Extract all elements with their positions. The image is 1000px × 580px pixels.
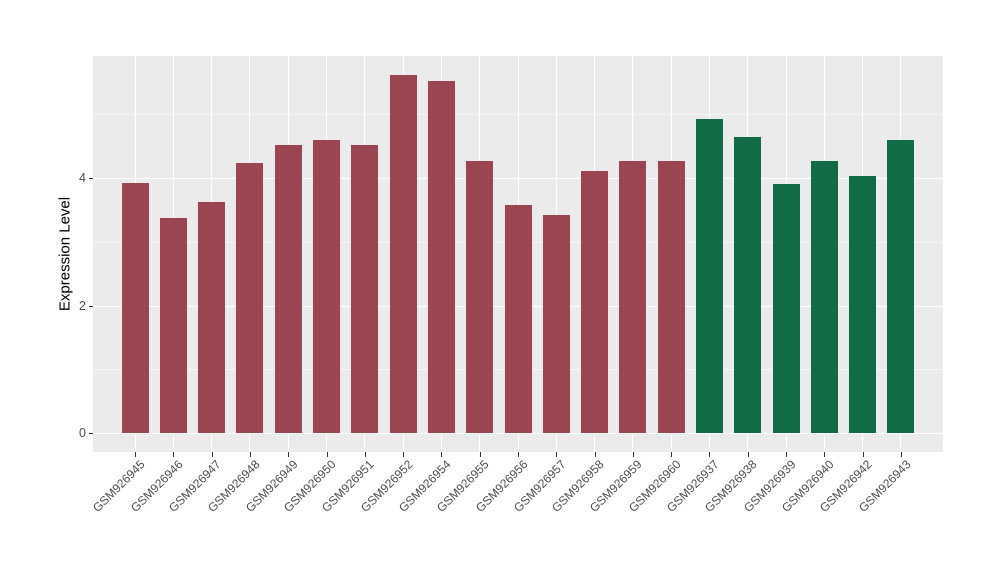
bar-GSM926955 [466, 160, 494, 433]
x-tick-mark [556, 452, 558, 457]
x-tick-mark [786, 452, 788, 457]
x-tick-mark [747, 452, 749, 457]
bar-GSM926960 [657, 160, 685, 433]
bar-GSM926950 [313, 139, 341, 433]
x-tick-mark [364, 452, 366, 457]
x-tick-mark [479, 452, 481, 457]
bar-GSM926951 [351, 145, 379, 433]
x-tick-mark [824, 452, 826, 457]
x-tick-mark [518, 452, 519, 457]
x-tick-mark [632, 452, 634, 457]
bar-GSM926959 [619, 160, 647, 433]
x-tick-mark [211, 452, 213, 457]
bar-GSM926946 [159, 218, 187, 433]
bar-GSM926945 [121, 183, 149, 433]
y-tick-mark [89, 305, 93, 307]
bar-GSM926949 [274, 145, 302, 433]
bar-GSM926937 [695, 118, 723, 433]
y-tick-mark [89, 433, 93, 434]
bar-GSM926958 [581, 170, 609, 433]
x-tick-mark [249, 452, 251, 457]
bar-GSM926939 [772, 183, 800, 433]
bar-GSM926954 [427, 81, 455, 433]
bar-GSM926940 [810, 160, 838, 433]
x-tick-mark [594, 452, 596, 457]
x-tick-mark [900, 452, 902, 457]
bar-GSM926952 [389, 74, 417, 433]
bar-GSM926947 [198, 202, 226, 433]
x-tick-mark [671, 452, 673, 457]
x-tick-mark [135, 452, 137, 457]
plot-panel [93, 56, 943, 452]
bar-GSM926943 [887, 140, 915, 433]
bar-GSM926956 [504, 205, 532, 433]
x-tick-mark [288, 452, 290, 457]
y-tick-label: 4 [79, 170, 86, 185]
x-tick-mark [173, 452, 175, 457]
x-tick-mark [403, 452, 405, 457]
x-tick-mark [441, 452, 443, 457]
bar-GSM926942 [849, 176, 877, 433]
y-tick-label: 2 [79, 298, 86, 313]
x-tick-mark [326, 452, 328, 457]
x-tick-mark [709, 452, 711, 457]
bar-GSM926938 [734, 136, 762, 433]
bar-GSM926948 [236, 163, 264, 433]
y-axis-title: Expression Level [56, 196, 74, 312]
y-tick-label: 0 [79, 425, 86, 440]
x-tick-mark [862, 452, 864, 457]
bar-GSM926957 [542, 214, 570, 433]
y-tick-mark [89, 178, 93, 179]
